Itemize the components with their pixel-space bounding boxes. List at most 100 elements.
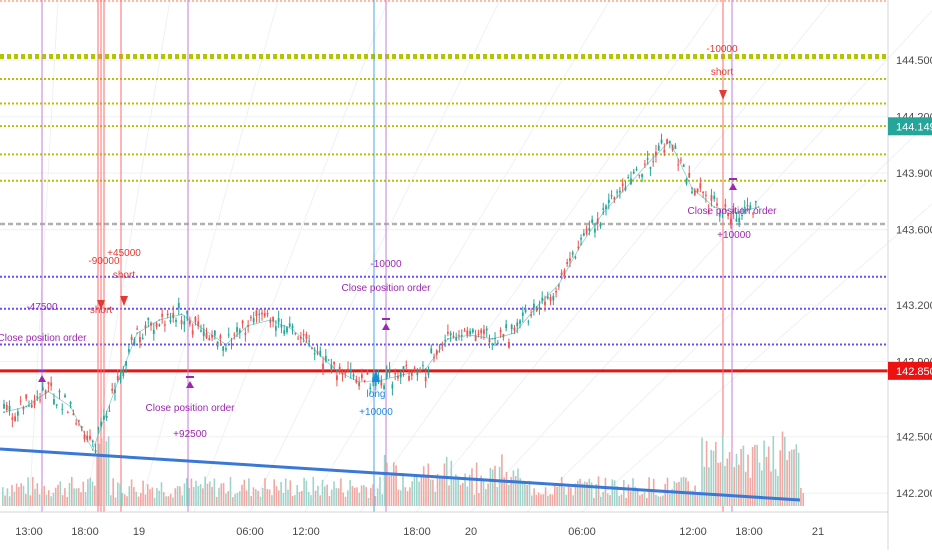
candle-body [69,402,72,405]
grid-line-v [84,0,171,513]
candle-body [100,421,103,427]
volume-bar [508,484,510,506]
candle-body [322,363,324,370]
volume-bar [678,481,680,506]
volume-bar [565,494,568,506]
volume-bar [788,451,791,506]
candle-body [422,365,424,367]
price-point [47,390,50,393]
volume-bar [797,452,800,506]
candle-body [11,417,14,420]
reference-price-badge[interactable] [888,361,932,380]
volume-bar [616,486,618,506]
volume-bar [206,483,209,506]
volume-bar [521,481,524,506]
volume-bar [22,485,25,506]
price-tick-label: 142.500 [896,432,932,444]
candle-body [25,394,28,399]
volume-bar [181,495,183,506]
candle-body [704,194,707,196]
volume-bar [429,479,432,506]
candle-body [244,332,247,335]
volume-bar [190,478,193,506]
volume-bar [636,490,639,506]
volume-bar [560,477,563,506]
volume-bar [68,483,71,506]
candle-body [136,328,139,330]
candle-body [166,313,169,316]
candle-body [291,325,294,329]
volume-bar [664,483,666,506]
trend-line[interactable] [0,447,801,502]
volume-bar [257,490,259,506]
price-point [491,338,494,340]
volume-bar [694,485,696,506]
candle-body [191,330,194,335]
candle-body [721,211,724,214]
volume-bar [388,475,390,506]
volume-bar [416,474,418,506]
candle-body [19,400,22,402]
candle-body [233,334,236,336]
candle-body [358,382,361,387]
plot-area[interactable] [0,0,888,512]
candle-body [555,290,557,293]
volume-bar [625,497,627,506]
volume-bar [397,489,400,506]
candle-body [605,205,607,210]
volume-bar [374,496,377,506]
candle-body [480,329,483,334]
volume-bar [119,483,121,506]
volume-bar [643,492,646,506]
long-arrow-icon [372,370,380,382]
volume-bar [156,488,158,506]
volume-bar [482,478,485,506]
short-arrow-icon [120,296,128,306]
candle-body [685,178,688,184]
volume-bar [98,443,101,506]
candle-body [3,403,5,409]
volume-bar [439,475,441,506]
candle-body [238,329,241,333]
candle-body [280,324,283,328]
price-point [136,332,138,334]
candle-body [668,141,671,143]
grid-line-v [526,117,932,513]
price-tick-label: 143.600 [896,225,932,237]
volume-bar [130,479,133,506]
price-point [424,368,427,370]
candle-body [108,410,111,412]
grid-line-v [304,0,611,513]
volume-bar [287,489,289,506]
volume-bar [38,494,41,506]
reference-price-label: 142.850 [896,366,932,378]
volume-bar [712,450,715,506]
volume-bar [448,485,450,506]
candle-body [397,375,399,379]
volume-bar [176,486,179,506]
volume-bar [441,477,443,506]
volume-bar [531,495,533,506]
candle-body [496,342,499,344]
candle-body [535,309,538,312]
candle-body [213,330,216,336]
candle-body [385,372,388,378]
volume-bar [261,487,264,506]
volume-bar [393,462,395,506]
candle-body [216,341,219,347]
volume-bar [365,487,367,506]
candle-body [549,296,552,301]
candle-body [458,335,460,337]
time-tick-label: 12:00 [292,526,320,538]
volume-bar [82,481,85,506]
volume-bar [326,484,328,506]
candle-body [618,190,621,193]
candle-body [114,389,116,394]
candle-body [621,183,624,186]
volume-bar [114,497,117,506]
volume-bar [692,490,694,506]
current-price-badge[interactable] [888,117,932,136]
candle-body [319,350,322,356]
